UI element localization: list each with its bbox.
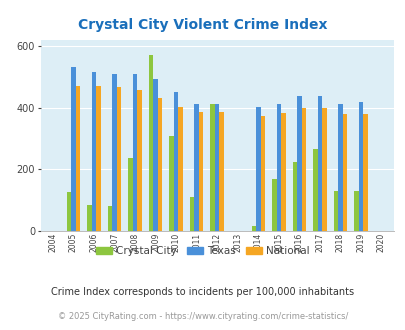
Bar [296,96,301,231]
Bar [112,74,117,231]
Bar [251,226,256,231]
Bar [353,191,358,231]
Bar [292,162,296,231]
Text: © 2025 CityRating.com - https://www.cityrating.com/crime-statistics/: © 2025 CityRating.com - https://www.city… [58,312,347,321]
Bar [169,136,173,231]
Text: Crime Index corresponds to incidents per 100,000 inhabitants: Crime Index corresponds to incidents per… [51,287,354,297]
Bar [214,104,219,231]
Bar [149,55,153,231]
Bar [75,86,80,231]
Bar [321,109,326,231]
Bar [137,90,141,231]
Bar [337,104,342,231]
Bar [96,86,100,231]
Bar [92,72,96,231]
Bar [198,112,203,231]
Bar [358,102,362,231]
Bar [190,197,194,231]
Bar [256,107,260,231]
Bar [71,67,75,231]
Bar [276,104,280,231]
Bar [132,74,137,231]
Bar [342,114,346,231]
Bar [194,104,198,231]
Bar [271,179,276,231]
Bar [317,96,321,231]
Bar [260,116,264,231]
Bar [153,79,158,231]
Bar [210,104,214,231]
Bar [117,87,121,231]
Bar [301,108,305,231]
Bar [312,149,317,231]
Bar [66,192,71,231]
Bar [87,205,92,231]
Bar [178,107,183,231]
Bar [128,157,132,231]
Bar [333,191,337,231]
Bar [280,113,285,231]
Bar [107,206,112,231]
Bar [362,114,367,231]
Legend: Crystal City, Texas, National: Crystal City, Texas, National [92,242,313,260]
Bar [158,98,162,231]
Bar [173,92,178,231]
Bar [219,112,224,231]
Text: Crystal City Violent Crime Index: Crystal City Violent Crime Index [78,18,327,32]
